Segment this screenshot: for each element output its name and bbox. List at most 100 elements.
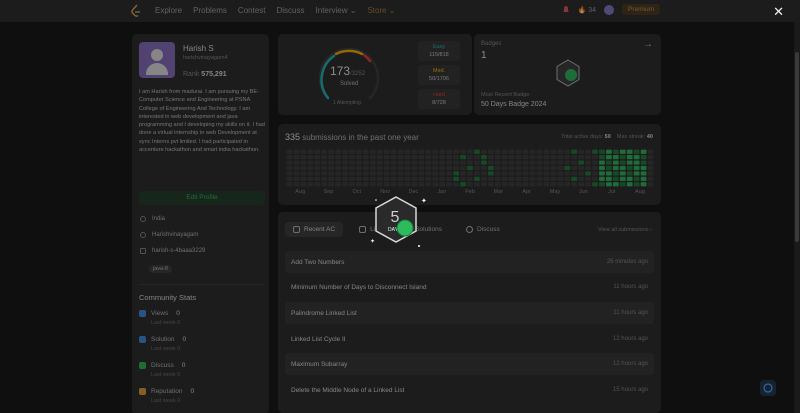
nav-problems[interactable]: Problems [193,6,227,15]
nav-interview[interactable]: Interview ⌄ [315,6,357,15]
streak-count[interactable]: 🔥 34 [578,6,596,14]
heatmap-cell [585,176,591,181]
svg-text:5: 5 [391,209,400,226]
problem-title[interactable]: Add Two Numbers [291,258,345,266]
heatmap-cell [501,182,508,187]
heatmap-cell [307,155,314,160]
problem-title[interactable]: Maximum Subarray [291,360,348,368]
heatmap-months: Aug Sep Oct Nov Dec Jan Feb Mar Apr May Jun Jul Aug [286,189,654,195]
heatmap-cell [460,160,466,165]
heatmap-cell [578,171,584,176]
heatmap-cell [376,176,383,181]
heatmap-cell [508,171,515,176]
heatmap-cell [619,160,626,165]
heatmap-cell [494,176,501,181]
heatmap-cell [376,149,383,154]
view-all-submissions-link[interactable]: View all submissions › [597,227,652,233]
badge-50-days-icon[interactable] [554,59,582,87]
edit-profile-button[interactable]: Edit Profile [139,191,265,205]
heatmap-cell [425,160,432,165]
heatmap-cell [321,165,328,171]
medium-box: Med. 50/1706 [418,65,460,85]
leetcode-logo-icon[interactable] [130,4,142,18]
heatmap-cell [585,165,591,171]
close-icon[interactable]: ✕ [773,4,784,19]
help-icon [763,383,773,393]
heatmap-cell [425,171,432,176]
nav-store[interactable]: Store ⌄ [367,6,396,15]
nav-contest[interactable]: Contest [237,6,266,15]
profile-rank: Rank 575,291 [183,71,227,78]
solution-icon [139,336,146,343]
problem-title[interactable]: Linked List Cycle II [291,335,346,343]
list-item[interactable]: Delete the Middle Node of a Linked List … [285,379,654,401]
help-button[interactable] [760,380,776,396]
linkedin-text[interactable]: harish-s-4baaa3229 [152,248,206,254]
heatmap-cell [328,160,335,165]
scrollbar-thumb[interactable] [795,52,799,242]
scrollbar[interactable] [794,22,800,413]
heatmap-cell [453,176,459,181]
heatmap-cell [369,165,376,171]
problem-title[interactable]: Minimum Number of Days to Disconnect Isl… [291,283,427,291]
list-item[interactable]: Minimum Number of Days to Disconnect Isl… [285,276,654,298]
heatmap-cell [501,176,508,181]
github-text[interactable]: Harishvinayagam [152,232,199,238]
heatmap-cell [633,149,640,154]
heatmap-month-label: Mar [493,189,504,195]
user-avatar[interactable] [603,4,614,15]
heatmap-cell [307,160,314,165]
tab-discuss[interactable]: Discuss [458,222,508,237]
heatmap-cell [439,160,446,165]
heatmap-cell [411,182,418,187]
heatmap-cell [550,171,557,176]
problem-title[interactable]: Delete the Middle Node of a Linked List [291,386,405,394]
problem-title[interactable]: Palindrome Linked List [291,309,357,317]
list-item[interactable]: Maximum Subarray 12 hours ago [285,353,654,375]
bell-icon[interactable] [562,5,570,14]
heatmap-cell [522,160,529,165]
heatmap-cell [307,149,314,154]
heatmap-cell [446,171,453,176]
list-item[interactable]: Palindrome Linked List 11 hours ago [285,302,654,324]
heatmap-cell [543,165,550,171]
heatmap-cell [418,149,425,154]
heatmap-cell [383,155,390,160]
list-item[interactable]: Linked List Cycle II 12 hours ago [285,328,654,350]
heatmap-cell [349,171,355,176]
submission-heatmap [286,149,654,187]
heatmap-cell [314,160,321,165]
heatmap-cell [487,171,494,176]
skill-tag[interactable]: java-8 [149,265,172,273]
divider [139,284,265,285]
svg-text:✦: ✦ [421,197,426,205]
heatmap-cell [585,182,591,187]
heatmap-cell [494,160,501,165]
heatmap-cell [640,155,647,160]
arrow-right-icon[interactable]: → [643,39,653,50]
nav-discuss[interactable]: Discuss [276,6,305,15]
premium-button[interactable]: Premium [621,4,660,15]
heatmap-cell [536,160,543,165]
nav-explore[interactable]: Explore [155,6,183,15]
submissions-count: 335 [285,132,301,142]
stat-reputation: Reputation 0 Last week 0 [139,388,194,404]
github-row[interactable]: Harishvinayagam [140,232,198,238]
community-stats-title: Community Stats [139,293,197,302]
heatmap-cell [356,165,362,171]
heatmap-cell [626,182,633,187]
heatmap-cell [474,155,480,160]
heatmap-cell [557,171,564,176]
tab-recent-ac[interactable]: Recent AC [285,222,344,237]
badge-50-days-popup-icon[interactable]: 5 DAYS ✦ ✦ [368,193,426,251]
heatmap-cell [321,171,328,176]
heatmap-cell [592,160,598,165]
list-item[interactable]: Add Two Numbers 26 minutes ago [285,251,654,273]
heatmap-cell [362,155,369,160]
submission-time: 15 hours ago [612,387,648,393]
heatmap-cell [383,182,390,187]
stat-value: 0 [190,388,195,395]
linkedin-row[interactable]: harish-s-4baaa3229 [140,248,205,254]
heatmap-cell [314,176,321,181]
tab-list[interactable]: List [351,222,388,237]
